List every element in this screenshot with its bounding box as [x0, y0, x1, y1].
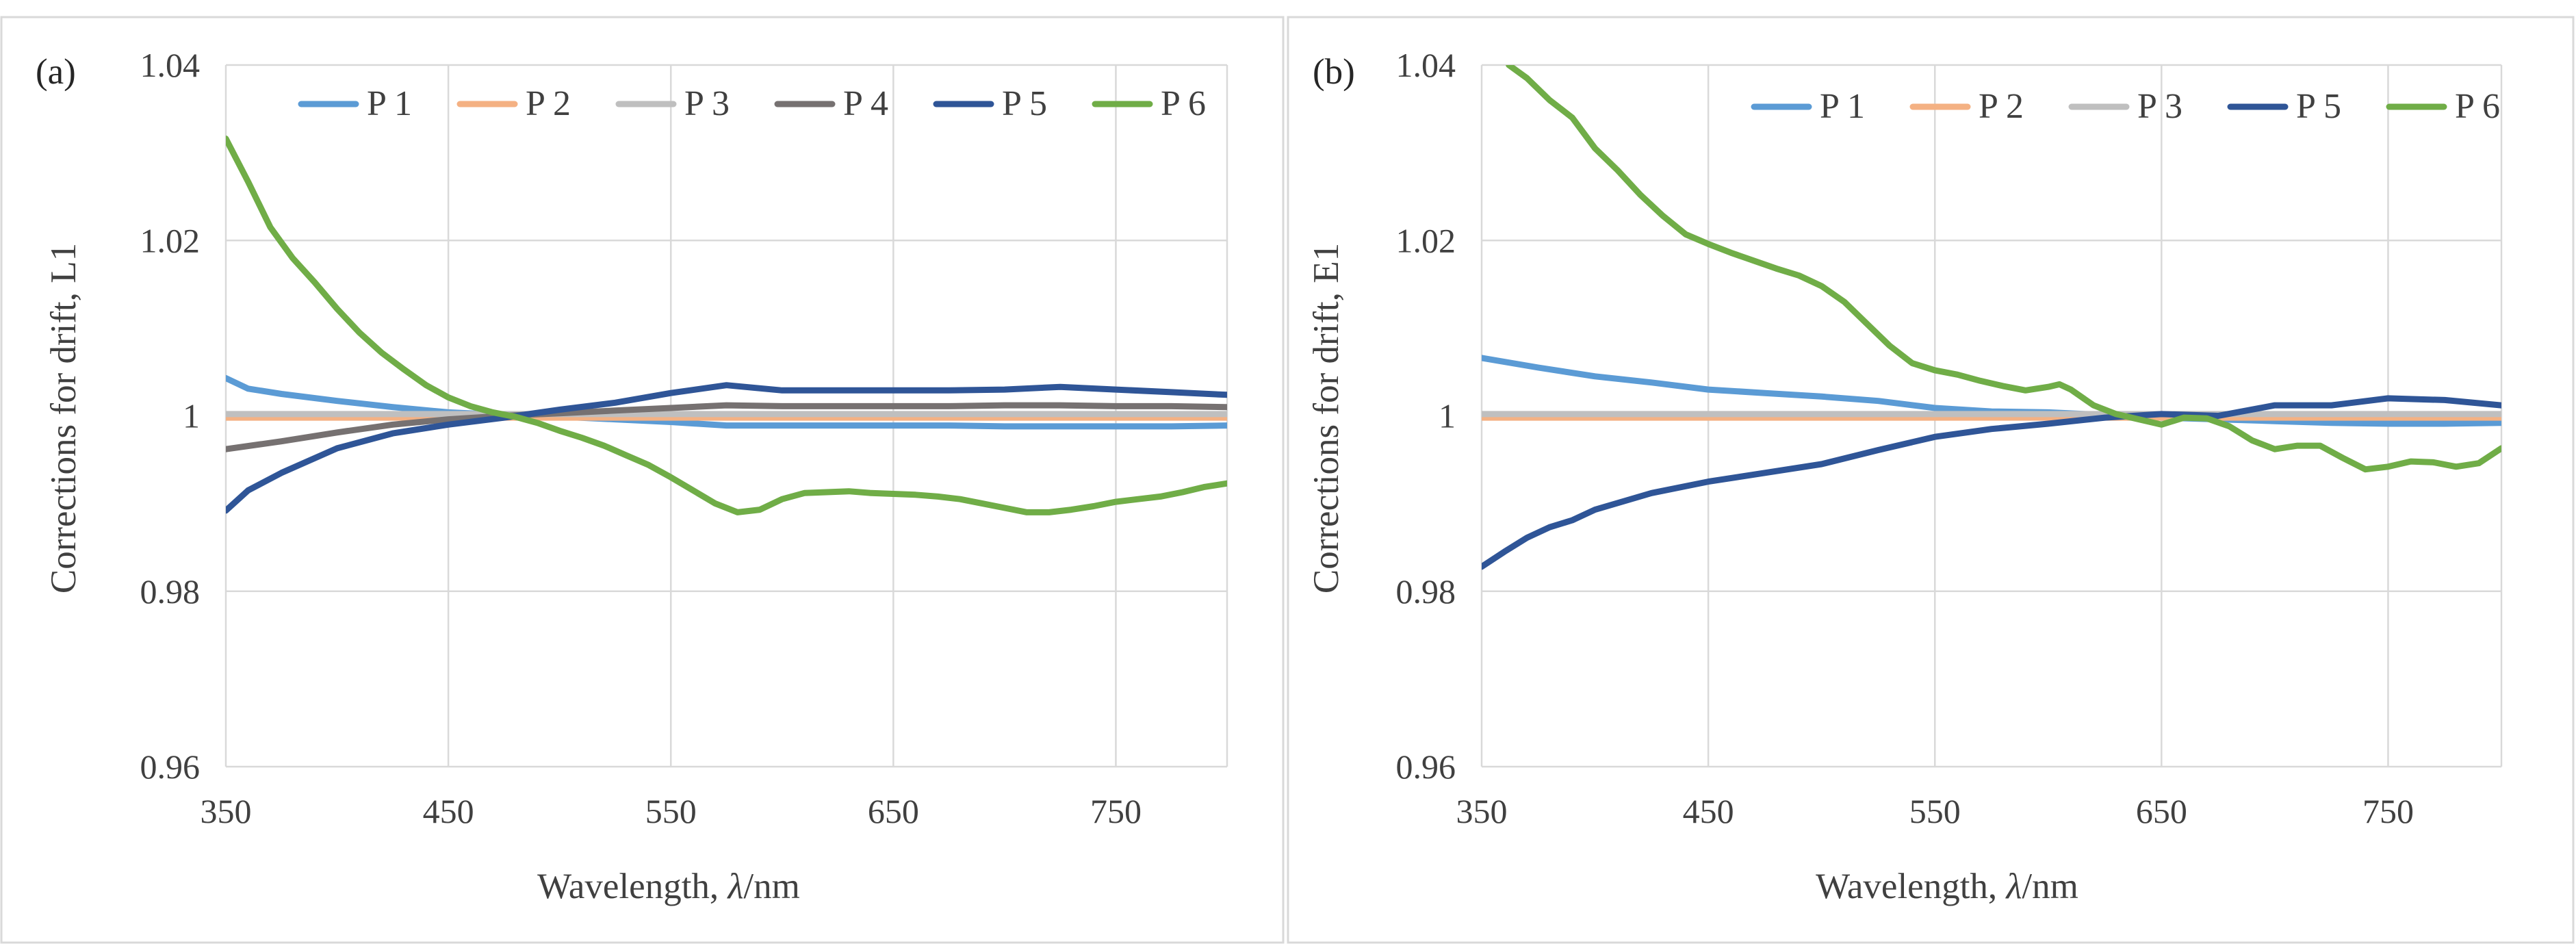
panel-b-ticks: 0.96 0.98 1 1.02 1.04 350 450 550 650 750	[1396, 46, 2414, 830]
legend-item-p1: P 1	[1751, 87, 1865, 126]
panel-b-label: (b)	[1313, 52, 1355, 92]
x-tick-label: 750	[2362, 792, 2414, 830]
legend-label: P 1	[1820, 87, 1865, 126]
panel-a-ticks: 0.96 0.98 1 1.02 1.04 350 450 550 650 750	[140, 46, 1142, 830]
legend-label: P 6	[2455, 87, 2500, 126]
y-tick-label: 0.98	[1396, 572, 1456, 611]
y-tick-label: 1	[183, 397, 200, 435]
x-tick-label: 350	[1456, 792, 1508, 830]
x-tick-label: 350	[201, 792, 252, 830]
x-tick-label: 650	[868, 792, 919, 830]
panel-a-xlabel-prefix: Wavelength,	[537, 867, 727, 906]
legend-label: P 2	[1979, 87, 2024, 126]
x-tick-label: 550	[1909, 792, 1961, 830]
panel-a-xlabel-suffix: /nm	[743, 867, 799, 906]
panel-b-xlabel-symbol: λ	[2005, 867, 2022, 906]
legend-item-p5: P 5	[933, 84, 1047, 123]
series-line-p6	[226, 136, 1227, 515]
panel-a-legend: P 1 P 2 P 3 P 4 P 5 P 6	[298, 84, 1206, 123]
panel-a-xlabel-symbol: λ	[726, 867, 743, 906]
panel-b-series	[1482, 65, 2501, 570]
y-tick-label: 1.04	[140, 46, 201, 84]
legend-item-p1: P 1	[298, 84, 412, 123]
panel-b-xlabel-prefix: Wavelength,	[1816, 867, 2006, 906]
x-tick-label: 650	[2136, 792, 2187, 830]
x-tick-label: 550	[645, 792, 697, 830]
legend-item-p2: P 2	[456, 84, 571, 123]
panel-a-xlabel: Wavelength, λ/nm	[537, 867, 800, 906]
legend-label: P 3	[684, 84, 730, 123]
series-line-p4	[226, 402, 1227, 452]
y-tick-label: 0.96	[1396, 747, 1456, 786]
series-line-p1	[226, 374, 1227, 430]
series-line-p5	[1482, 395, 2501, 570]
legend-item-p4: P 4	[774, 84, 888, 123]
legend-item-p6: P 6	[2386, 87, 2500, 126]
series-line-p5	[226, 382, 1227, 514]
series-line-p6	[1506, 65, 2501, 473]
panel-b-border	[1287, 16, 2575, 944]
x-tick-label: 450	[423, 792, 474, 830]
legend-label: P 1	[367, 84, 412, 123]
panel-a-border	[0, 16, 1285, 944]
panel-a-series	[226, 136, 1227, 515]
panel-b-xlabel-suffix: /nm	[2022, 867, 2078, 906]
panel-b-xlabel: Wavelength, λ/nm	[1816, 867, 2078, 906]
legend-label: P 2	[526, 84, 571, 123]
panel-b-ylabel: Corrections for drift, E1	[1306, 243, 1346, 593]
y-tick-label: 1.04	[1396, 46, 1456, 84]
panel-a: (a) 0.96 0.98 1 1.02 1.04 350 450 550 650 750 Cor…	[0, 16, 1285, 944]
legend-item-p3: P 3	[615, 84, 730, 123]
legend-label: P 5	[1002, 84, 1047, 123]
legend-item-p6: P 6	[1092, 84, 1206, 123]
y-tick-label: 1	[1439, 397, 1456, 435]
panel-b-legend: P 1 P 2 P 3 P 5 P 6	[1751, 87, 2500, 126]
legend-label: P 3	[2137, 87, 2182, 126]
panel-b: (b) 0.96 0.98 1 1.02 1.04 350 450 550 650 750 Cor…	[1287, 16, 2575, 944]
y-tick-label: 1.02	[1396, 221, 1456, 259]
panel-a-ylabel: Corrections for drift, L1	[44, 243, 83, 593]
legend-label: P 5	[2296, 87, 2341, 126]
y-tick-label: 0.98	[140, 572, 201, 611]
panel-a-label: (a)	[36, 52, 76, 92]
x-tick-label: 450	[1683, 792, 1734, 830]
legend-item-p3: P 3	[2068, 87, 2182, 126]
y-tick-label: 1.02	[140, 221, 201, 259]
y-tick-label: 0.96	[140, 747, 201, 786]
legend-item-p2: P 2	[1909, 87, 2024, 126]
legend-label: P 4	[843, 84, 888, 123]
legend-label: P 6	[1161, 84, 1206, 123]
x-tick-label: 750	[1090, 792, 1142, 830]
legend-item-p5: P 5	[2227, 87, 2341, 126]
